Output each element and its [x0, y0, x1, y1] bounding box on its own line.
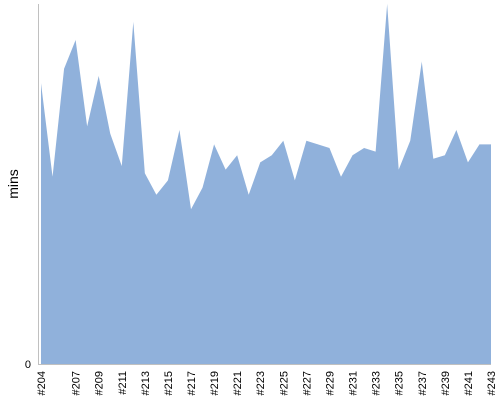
- x-tick-label: #217: [186, 371, 198, 395]
- x-tick-label: #219: [209, 371, 221, 395]
- x-tick-label: #243: [486, 371, 498, 395]
- y-tick-label: 0: [25, 359, 31, 371]
- area-layer: [41, 4, 491, 364]
- x-tick-label: #233: [371, 371, 383, 395]
- x-tick-label: #204: [36, 371, 48, 395]
- y-axis-title: mins: [5, 169, 21, 199]
- x-tick-label: #237: [417, 371, 429, 395]
- x-tick-label: #235: [394, 371, 406, 395]
- x-tick-label: #213: [140, 371, 152, 395]
- x-tick-label: #211: [117, 371, 129, 395]
- x-tick-label: #215: [163, 371, 175, 395]
- x-tick-label: #225: [278, 371, 290, 395]
- x-tick-label: #209: [94, 371, 106, 395]
- series-area: [41, 4, 491, 364]
- x-tick-label: #207: [71, 371, 83, 395]
- x-tick-label: #241: [463, 371, 475, 395]
- x-tick-label: #227: [301, 371, 313, 395]
- x-tick-label: #229: [324, 371, 336, 395]
- x-tick-label: #223: [255, 371, 267, 395]
- x-tick-label: #231: [348, 371, 360, 395]
- x-tick-label: #239: [440, 371, 452, 395]
- x-tick-label: #221: [232, 371, 244, 395]
